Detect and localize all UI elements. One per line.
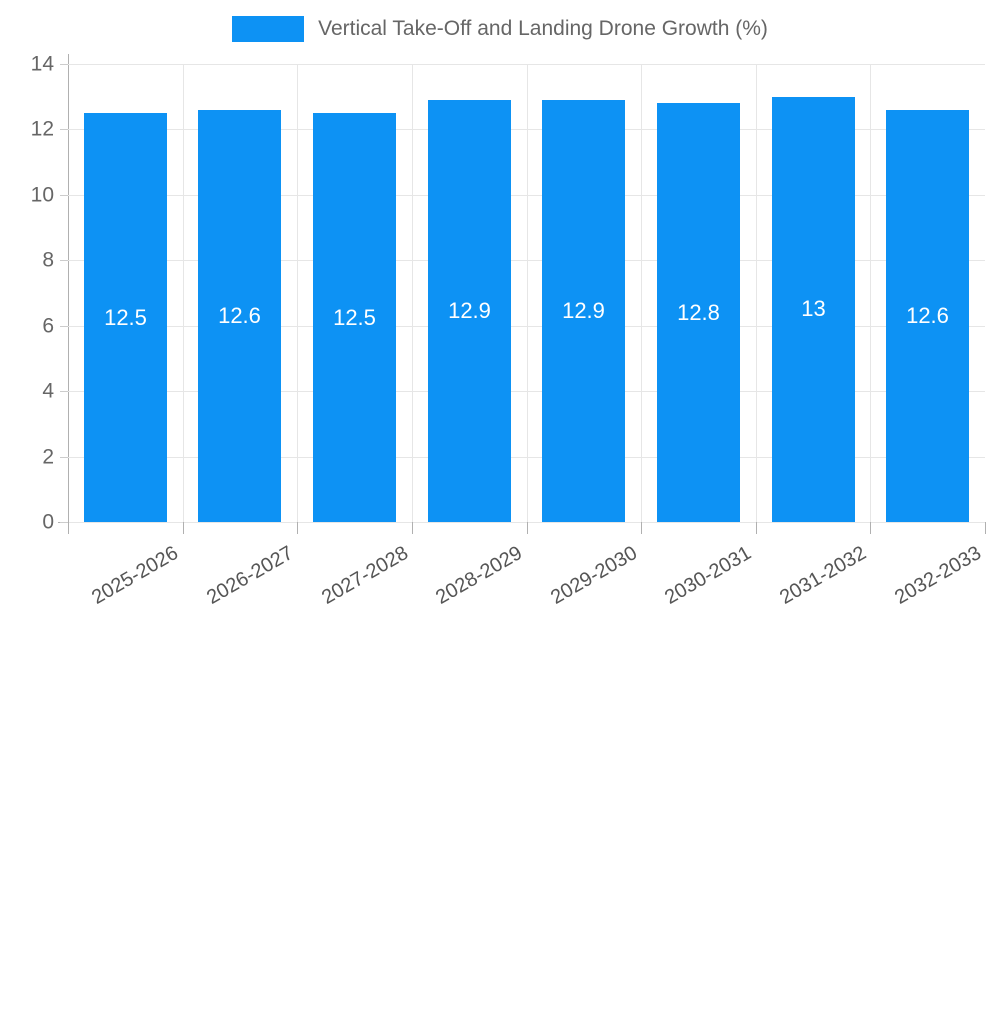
- x-axis-tick-mark: [756, 522, 757, 534]
- gridline-vertical: [756, 64, 757, 522]
- bar-value-label: 12.8: [677, 299, 720, 325]
- bar[interactable]: 12.5: [84, 113, 167, 522]
- y-axis-tick-mark: [60, 325, 68, 327]
- y-axis-tick-label: 0: [42, 510, 54, 534]
- bar-value-label: 12.5: [333, 304, 376, 330]
- y-axis-tick-mark: [60, 456, 68, 458]
- gridline-vertical: [527, 64, 528, 522]
- gridline-horizontal: [68, 129, 985, 131]
- gridline-horizontal: [68, 522, 985, 523]
- gridline-horizontal: [68, 194, 985, 196]
- x-axis-tick-label: 2025-2026: [88, 542, 182, 609]
- y-axis-tick-label: 6: [42, 314, 54, 338]
- y-axis-tick-mark: [60, 129, 68, 131]
- gridline-horizontal: [68, 64, 985, 65]
- x-axis-tick-mark: [68, 522, 69, 534]
- gridline-vertical: [412, 64, 413, 522]
- x-axis-tick-mark: [412, 522, 413, 534]
- gridline-vertical: [641, 64, 642, 522]
- y-axis-tick-label: 12: [30, 117, 54, 141]
- y-axis-tick-mark: [60, 260, 68, 262]
- bar-value-label: 12.9: [562, 298, 605, 323]
- gridline-vertical: [297, 64, 298, 522]
- y-axis-tick-label: 14: [30, 52, 54, 76]
- bar-value-label: 12.6: [218, 302, 261, 328]
- chart-legend: Vertical Take-Off and Landing Drone Grow…: [0, 12, 1000, 46]
- x-axis-tick-mark: [297, 522, 298, 534]
- gridline-horizontal: [68, 456, 985, 458]
- y-axis-tick-label: 2: [42, 445, 54, 469]
- plot-area: 0 2 4 6 8 10 12 14 12.5 12.6 12.5 12.9 12.9 12.8 13 12…: [31, 54, 986, 609]
- y-axis-tick-label: 10: [30, 183, 54, 207]
- x-axis-tick-mark: [870, 522, 871, 534]
- bar[interactable]: 12.6: [886, 109, 969, 522]
- legend-series-label: Vertical Take-Off and Landing Drone Grow…: [318, 17, 768, 40]
- x-axis-tick-mark: [183, 522, 184, 534]
- bar[interactable]: 13: [772, 96, 855, 522]
- bar[interactable]: 12.9: [542, 100, 625, 522]
- y-axis-tick-mark: [60, 522, 68, 523]
- bar-chart: Vertical Take-Off and Landing Drone Grow…: [0, 12, 1000, 609]
- y-axis-tick-mark: [60, 194, 68, 196]
- bar-value-label: 12.5: [104, 304, 147, 330]
- gridline-horizontal: [68, 325, 985, 327]
- bar-value-label: 13: [801, 296, 826, 322]
- x-axis-tick-mark: [527, 522, 528, 534]
- x-axis-tick-label: 2026-2027: [203, 542, 297, 609]
- y-axis-tick-mark: [60, 391, 68, 393]
- x-axis-tick-mark: [641, 522, 642, 534]
- gridline-vertical: [870, 64, 871, 522]
- bar-value-label: 12.6: [906, 302, 949, 328]
- y-axis-tick-label: 8: [42, 248, 54, 272]
- bar[interactable]: 12.6: [198, 109, 281, 522]
- x-axis-tick-mark: [985, 522, 986, 534]
- legend-color-swatch: [232, 16, 305, 42]
- bar-value-label: 12.9: [448, 298, 491, 323]
- bar[interactable]: 12.5: [313, 113, 396, 522]
- y-axis-tick-mark: [60, 64, 68, 65]
- bar[interactable]: 12.9: [428, 100, 511, 522]
- bar[interactable]: 12.8: [657, 103, 740, 522]
- gridline-horizontal: [68, 391, 985, 393]
- gridline-vertical: [183, 64, 184, 522]
- y-axis-line: [68, 54, 69, 522]
- y-axis-tick-label: 4: [42, 379, 54, 403]
- gridline-horizontal: [68, 260, 985, 262]
